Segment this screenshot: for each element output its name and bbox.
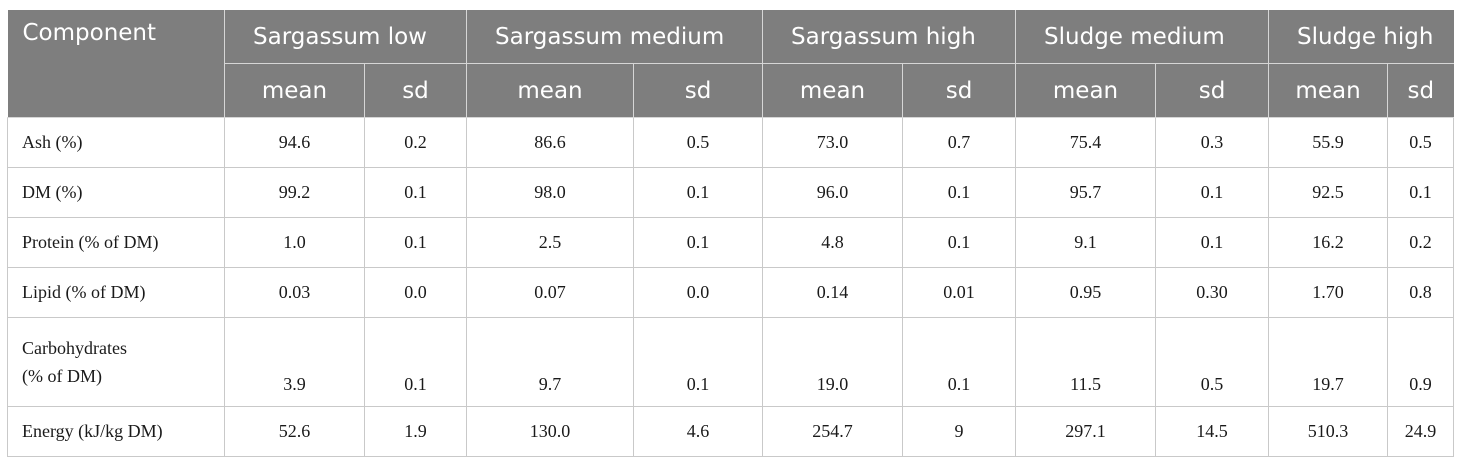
- cell-sd: 0.1: [902, 167, 1017, 218]
- cell-mean: 9.7: [466, 317, 635, 407]
- data-table-container: Component Sargassum low Sargassum medium…: [7, 10, 1455, 457]
- cell-sd: 1.9: [363, 406, 468, 457]
- cell-sd: 9: [902, 406, 1017, 457]
- header-group-sargassum-high: Sargassum high: [762, 10, 1016, 64]
- cell-sd: 0.1: [1155, 167, 1270, 218]
- cell-mean: 297.1: [1015, 406, 1157, 457]
- table-row: Carbohydrates (% of DM) 3.9 0.1 9.7 0.1 …: [7, 317, 1455, 407]
- cell-sd: 0.1: [633, 217, 764, 268]
- cell-sd: 0.01: [902, 267, 1017, 318]
- row-label: Ash (%): [7, 117, 225, 168]
- table-row: Protein (% of DM) 1.0 0.1 2.5 0.1 4.8 0.…: [7, 217, 1455, 268]
- cell-mean: 75.4: [1015, 117, 1157, 168]
- cell-sd: 0.1: [363, 217, 468, 268]
- cell-mean: 86.6: [466, 117, 635, 168]
- cell-mean: 254.7: [762, 406, 904, 457]
- cell-sd: 24.9: [1387, 406, 1455, 457]
- header-row-stats: mean sd mean sd mean sd mean sd mean sd: [8, 63, 1454, 118]
- table-row: Lipid (% of DM) 0.03 0.0 0.07 0.0 0.14 0…: [7, 267, 1455, 318]
- cell-mean: 95.7: [1015, 167, 1157, 218]
- row-label: Lipid (% of DM): [7, 267, 225, 318]
- cell-sd: 0.0: [363, 267, 468, 318]
- cell-mean: 92.5: [1268, 167, 1389, 218]
- cell-sd: 0.5: [633, 117, 764, 168]
- cell-sd: 0.0: [633, 267, 764, 318]
- cell-sd: 0.1: [1387, 167, 1455, 218]
- header-group-sargassum-medium: Sargassum medium: [466, 10, 763, 64]
- table-row: DM (%) 99.2 0.1 98.0 0.1 96.0 0.1 95.7 0…: [7, 167, 1455, 218]
- header-sd: sd: [902, 63, 1016, 118]
- cell-mean: 55.9: [1268, 117, 1389, 168]
- cell-sd: 0.5: [1155, 317, 1270, 407]
- header-sd: sd: [1155, 63, 1269, 118]
- cell-mean: 510.3: [1268, 406, 1389, 457]
- cell-sd: 0.30: [1155, 267, 1270, 318]
- cell-mean: 2.5: [466, 217, 635, 268]
- table-row: Ash (%) 94.6 0.2 86.6 0.5 73.0 0.7 75.4 …: [7, 117, 1455, 168]
- cell-sd: 0.7: [902, 117, 1017, 168]
- header-group-sargassum-low: Sargassum low: [223, 10, 467, 64]
- header-group-sludge-medium: Sludge medium: [1015, 10, 1269, 64]
- row-label: Protein (% of DM): [7, 217, 225, 268]
- cell-sd: 0.1: [902, 217, 1017, 268]
- cell-mean: 94.6: [224, 117, 365, 168]
- header-group-sludge-high: Sludge high: [1268, 10, 1454, 64]
- header-mean: mean: [466, 63, 634, 118]
- table-row: Energy (kJ/kg DM) 52.6 1.9 130.0 4.6 254…: [7, 406, 1455, 457]
- header-mean: mean: [1268, 63, 1388, 118]
- cell-mean: 3.9: [224, 317, 365, 407]
- row-label: Energy (kJ/kg DM): [7, 406, 225, 457]
- cell-sd: 0.1: [633, 317, 764, 407]
- cell-mean: 0.03: [224, 267, 365, 318]
- cell-mean: 1.70: [1268, 267, 1389, 318]
- row-label: Carbohydrates (% of DM): [7, 317, 225, 407]
- cell-sd: 0.2: [363, 117, 468, 168]
- cell-mean: 99.2: [224, 167, 365, 218]
- cell-mean: 0.14: [762, 267, 904, 318]
- header-mean: mean: [1015, 63, 1156, 118]
- row-label-line: (% of DM): [22, 366, 102, 386]
- header-mean: mean: [224, 63, 365, 118]
- header-row-groups: Component Sargassum low Sargassum medium…: [7, 10, 1454, 118]
- cell-sd: 0.1: [363, 317, 468, 407]
- cell-mean: 73.0: [762, 117, 904, 168]
- header-component: Component: [7, 10, 225, 118]
- cell-mean: 98.0: [466, 167, 635, 218]
- row-label-line: Carbohydrates: [22, 338, 127, 358]
- cell-mean: 96.0: [762, 167, 904, 218]
- cell-mean: 9.1: [1015, 217, 1157, 268]
- cell-mean: 19.0: [762, 317, 904, 407]
- header-sd: sd: [363, 63, 467, 118]
- cell-mean: 52.6: [224, 406, 365, 457]
- cell-mean: 19.7: [1268, 317, 1389, 407]
- cell-sd: 0.5: [1387, 117, 1455, 168]
- cell-mean: 0.07: [466, 267, 635, 318]
- cell-sd: 0.1: [1155, 217, 1270, 268]
- cell-sd: 0.9: [1387, 317, 1455, 407]
- cell-sd: 4.6: [633, 406, 764, 457]
- cell-sd: 0.3: [1155, 117, 1270, 168]
- header-sd: sd: [1387, 63, 1454, 118]
- cell-sd: 0.1: [363, 167, 468, 218]
- cell-sd: 0.2: [1387, 217, 1455, 268]
- cell-mean: 0.95: [1015, 267, 1157, 318]
- header-mean: mean: [762, 63, 903, 118]
- composition-table: Component Sargassum low Sargassum medium…: [7, 10, 1455, 457]
- cell-sd: 14.5: [1155, 406, 1270, 457]
- cell-mean: 11.5: [1015, 317, 1157, 407]
- row-label: DM (%): [7, 167, 225, 218]
- header-sd: sd: [633, 63, 763, 118]
- cell-mean: 4.8: [762, 217, 904, 268]
- cell-sd: 0.1: [902, 317, 1017, 407]
- cell-mean: 16.2: [1268, 217, 1389, 268]
- cell-mean: 1.0: [224, 217, 365, 268]
- cell-mean: 130.0: [466, 406, 635, 457]
- cell-sd: 0.1: [633, 167, 764, 218]
- cell-sd: 0.8: [1387, 267, 1455, 318]
